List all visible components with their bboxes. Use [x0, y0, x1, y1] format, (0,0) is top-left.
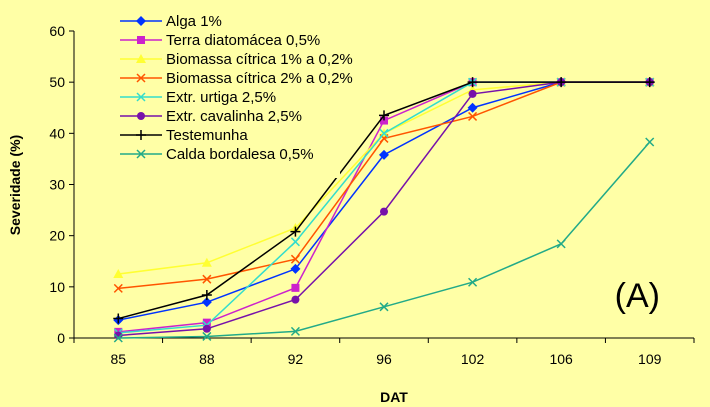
data-point [467, 77, 478, 88]
axes: 0 10 20 30 40 50 60 85 88 92 96 102 106 109 [49, 23, 695, 367]
x-tick-label: 85 [110, 351, 126, 367]
y-tick-label: 10 [49, 279, 65, 295]
legend-label: Biomassa cítrica 1% a 0,2% [166, 51, 353, 68]
data-point [379, 149, 389, 160]
legend-swatch-marker [136, 54, 146, 63]
x-axis-title: DAT [380, 389, 408, 405]
y-axis-title: Severidade (%) [7, 135, 23, 235]
legend-box [118, 10, 340, 178]
legend-item: Calda bordalesa 0,5% [120, 146, 314, 163]
legend-swatch-marker [136, 130, 146, 140]
data-point [644, 77, 655, 88]
data-point [202, 318, 211, 327]
legend-swatch-marker [136, 16, 146, 26]
data-point [113, 313, 124, 324]
data-point [379, 302, 389, 312]
legend-label: Alga 1% [166, 13, 222, 30]
panel-label: (A) [615, 277, 660, 315]
legend-item: Terra diatomácea 0,5% [120, 32, 320, 49]
data-point [556, 239, 566, 249]
data-point [290, 254, 300, 264]
legend-swatch-marker [136, 149, 146, 159]
x-tick-label: 92 [288, 351, 304, 367]
data-point [290, 237, 300, 247]
legend-swatch-marker [136, 92, 146, 102]
legend-label: Testemunha [166, 127, 248, 144]
legend-item: Biomassa cítrica 2% a 0,2% [120, 70, 353, 87]
x-tick-label: 96 [376, 351, 392, 367]
legend-label: Extr. urtiga 2,5% [166, 89, 276, 106]
series-layer [113, 77, 655, 343]
data-point [201, 257, 212, 267]
data-point [379, 128, 389, 138]
data-point [201, 290, 212, 301]
data-point [113, 269, 124, 279]
y-tick-label: 40 [49, 125, 65, 141]
legend-swatch-marker [137, 36, 145, 44]
series-7 [113, 137, 655, 343]
data-point [645, 137, 655, 147]
data-point [291, 295, 300, 304]
legend-label: Terra diatomácea 0,5% [166, 32, 320, 49]
data-point [467, 102, 478, 113]
x-tick-label: 109 [638, 351, 662, 367]
legend-item: Biomassa cítrica 1% a 0,2% [120, 51, 353, 68]
data-point [380, 207, 388, 216]
data-point [379, 110, 389, 121]
data-point [468, 89, 477, 98]
data-point [113, 333, 123, 343]
data-point [201, 297, 212, 308]
legend-item: Alga 1% [120, 13, 222, 30]
y-tick-label: 20 [49, 228, 65, 244]
data-point [202, 274, 212, 284]
legend-label: Calda bordalesa 0,5% [166, 146, 314, 163]
y-tick-label: 30 [49, 177, 65, 193]
data-point [290, 326, 300, 336]
data-point [113, 283, 123, 293]
y-tick-label: 60 [49, 23, 65, 39]
data-point [380, 116, 388, 125]
x-tick-label: 88 [199, 351, 215, 367]
series-6 [113, 77, 655, 324]
data-point [202, 324, 211, 333]
data-point [556, 77, 567, 88]
legend-item: Extr. urtiga 2,5% [120, 89, 276, 106]
y-tick-label: 50 [49, 74, 65, 90]
data-point [468, 277, 478, 287]
data-point [202, 331, 212, 341]
data-point [468, 111, 478, 121]
legend: Alga 1% Terra diatomácea 0,5% Biomassa cít… [118, 10, 353, 178]
legend-swatch-marker [136, 73, 146, 83]
legend-label: Biomassa cítrica 2% a 0,2% [166, 70, 353, 87]
y-tick-label: 0 [57, 330, 65, 346]
legend-swatch-marker [137, 112, 145, 120]
data-point [290, 263, 301, 274]
legend-item: Extr. cavalinha 2,5% [120, 108, 302, 125]
legend-label: Extr. cavalinha 2,5% [166, 108, 302, 125]
x-tick-label: 102 [461, 351, 485, 367]
x-tick-label: 106 [549, 351, 573, 367]
legend-item: Testemunha [120, 127, 248, 144]
data-point [290, 226, 301, 237]
data-point [291, 283, 300, 292]
